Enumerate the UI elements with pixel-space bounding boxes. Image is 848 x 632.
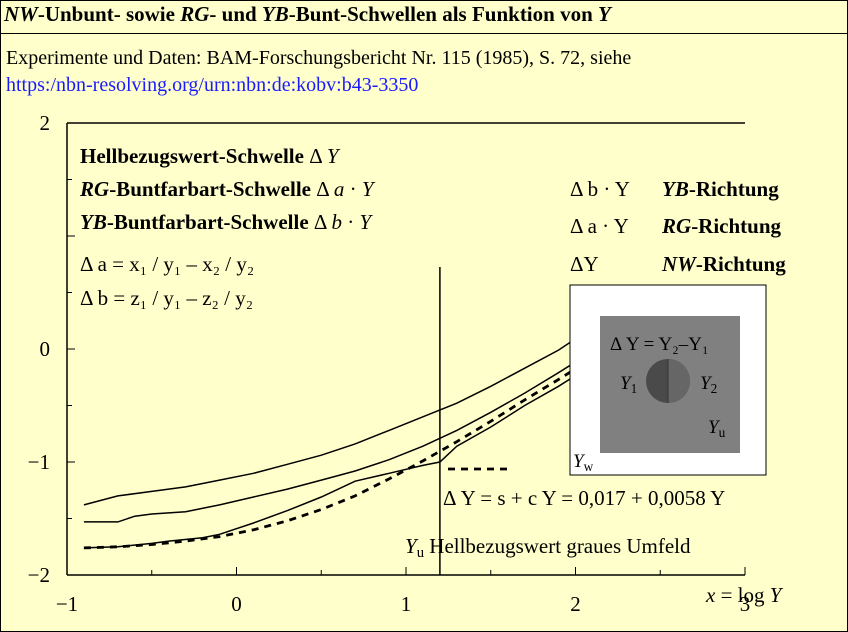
right-label-sym: Δ a · Y	[570, 214, 629, 238]
y-tick-label: 2	[40, 111, 51, 135]
title-part: RG	[180, 2, 210, 26]
formula: Δ Y = s + c Y = 0,017 + 0,0058 Y	[443, 486, 725, 510]
title-part: -Bunt-Schwellen als Funktion von	[288, 2, 599, 26]
x-tick-label: 1	[401, 592, 412, 616]
title-part: NW	[4, 2, 38, 26]
y-tick-label: −1	[28, 450, 50, 474]
right-label-dir: RG-Richtung	[661, 214, 782, 238]
inset-equation: Δ Y = Y₂–Y₁	[610, 334, 709, 355]
inset-circle-right	[668, 359, 690, 403]
legend-line-4: Δ a = x₁ / y₁ – x₂ / y₂	[80, 252, 254, 276]
legend-line-1: Hellbezugswert-Schwelle Δ Y	[80, 144, 341, 168]
source-text: Experimente und Daten: BAM-Forschungsber…	[6, 47, 632, 69]
source-link[interactable]: https:/nbn-resolving.org/urn:nbn:de:kobv…	[6, 74, 419, 96]
legend-line-3: YB-Buntfarbart-Schwelle Δ b · Y	[80, 210, 374, 234]
right-label-dir: YB-Richtung	[662, 177, 779, 201]
x-axis-label: x = log Y	[705, 583, 784, 607]
y-tick-label: −2	[28, 563, 50, 587]
series-line-1	[83, 328, 627, 523]
y-tick-label: 0	[40, 337, 51, 361]
series-line-2	[83, 341, 627, 549]
legend-line-2: RG-Buntfarbart-Schwelle Δ a · Y	[79, 177, 376, 201]
title-separator	[0, 33, 848, 34]
x-tick-label: −1	[56, 592, 78, 616]
x-tick-label: 3	[740, 592, 751, 616]
inset-yu: Yu	[708, 417, 726, 440]
x-tick-label: 2	[570, 592, 581, 616]
x-tick-label: 0	[231, 592, 242, 616]
legend-line-5: Δ b = z₁ / y₁ – z₂ / y₂	[80, 286, 253, 310]
title-part: - und	[209, 2, 262, 26]
yu-label: Yu Hellbezugswert graues Umfeld	[405, 534, 691, 561]
inset-y1: Y1	[620, 373, 637, 396]
right-label-sym: ΔY	[570, 252, 599, 276]
series-line-3	[83, 334, 628, 550]
title-part: YB	[261, 2, 289, 26]
inset-yw: Yw	[573, 451, 594, 474]
title-part: Y	[598, 2, 611, 26]
right-label-sym: Δ b · Y	[570, 177, 630, 201]
right-label-dir: NW-Richtung	[661, 252, 786, 276]
title-part: -Unbunt- sowie	[37, 2, 181, 26]
chart-title: NW-Unbunt- sowie RG- und YB-Bunt-Schwell…	[4, 2, 611, 27]
series-line-0	[83, 303, 627, 506]
inset-y2: Y2	[700, 373, 717, 396]
